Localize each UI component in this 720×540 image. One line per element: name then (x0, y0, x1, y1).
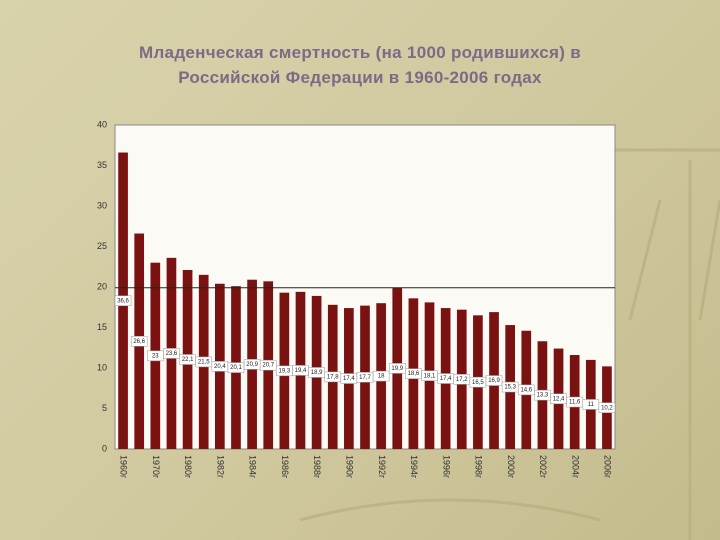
x-tick-label: 1992г (377, 455, 387, 479)
y-tick-label: 20 (97, 281, 107, 291)
value-label: 23 (152, 353, 159, 359)
y-tick-label: 40 (97, 119, 107, 129)
x-tick-label: 2000г (506, 455, 516, 479)
x-tick-label: 2006г (603, 455, 613, 479)
value-label: 18 (378, 374, 385, 380)
value-label-box (485, 375, 503, 386)
y-tick-label: 35 (97, 160, 107, 170)
value-label: 17,4 (343, 376, 355, 382)
value-label-box (163, 348, 180, 359)
x-tick-label: 1996г (441, 455, 451, 479)
x-tick-label: 1994г (409, 455, 419, 479)
value-label: 20,1 (230, 365, 242, 371)
y-tick-label: 5 (102, 403, 107, 413)
value-label: 16,5 (472, 380, 484, 386)
value-label: 16,9 (488, 378, 500, 384)
value-label: 17,7 (359, 375, 371, 381)
x-tick-label: 1990г (344, 455, 354, 479)
x-tick-label: 2004г (570, 455, 580, 479)
x-tick-label: 1982г (215, 455, 225, 479)
y-tick-label: 25 (97, 241, 107, 251)
value-label: 19,9 (391, 366, 403, 372)
decoration (299, 148, 720, 540)
value-label: 13,3 (537, 393, 549, 399)
x-tick-label: 1960г (119, 455, 129, 479)
value-label: 23,6 (166, 351, 178, 357)
x-tick-label: 1980г (183, 455, 193, 479)
x-tick-label: 1984г (248, 455, 258, 479)
value-label: 18,9 (311, 370, 323, 376)
value-label-box (372, 370, 390, 382)
y-tick-label: 30 (97, 200, 107, 210)
value-label: 10,2 (601, 405, 613, 411)
value-label: 21,5 (198, 360, 210, 366)
x-tick-label: 1986г (280, 455, 290, 479)
value-label-box (130, 336, 148, 347)
value-label-box (389, 363, 406, 374)
chart-title: Младенческая смертность (на 1000 родивши… (139, 43, 581, 87)
value-label: 17,4 (440, 376, 452, 382)
value-label-box (259, 359, 277, 371)
y-tick-label: 15 (97, 322, 107, 332)
y-tick-label: 10 (97, 362, 107, 372)
value-label: 36,6 (117, 298, 129, 304)
value-label: 18,1 (424, 373, 436, 379)
value-label: 20,7 (262, 363, 274, 369)
y-tick-label: 0 (102, 443, 107, 453)
value-label: 17,2 (456, 377, 468, 383)
value-label: 19,3 (279, 368, 291, 374)
value-label: 11,6 (569, 400, 581, 406)
value-label: 12,4 (553, 396, 565, 402)
value-label-box (518, 384, 535, 396)
value-label: 20,4 (214, 364, 226, 370)
x-tick-label: 1970г (151, 455, 161, 479)
value-label: 22,1 (182, 357, 194, 363)
value-label-box (114, 295, 132, 307)
x-tick-label: 1988г (312, 455, 322, 479)
x-tick-label: 1998г (474, 455, 484, 479)
value-label-box (598, 402, 616, 413)
value-label: 19,4 (295, 368, 307, 374)
value-label: 11 (588, 402, 595, 408)
value-label: 18,6 (408, 371, 420, 377)
value-label: 26,6 (133, 339, 145, 345)
value-label: 17,8 (327, 374, 339, 380)
x-tick-label: 2002г (538, 455, 548, 479)
value-label: 15,3 (504, 385, 516, 391)
value-label: 14,6 (520, 387, 532, 393)
value-label: 20,9 (246, 362, 258, 368)
